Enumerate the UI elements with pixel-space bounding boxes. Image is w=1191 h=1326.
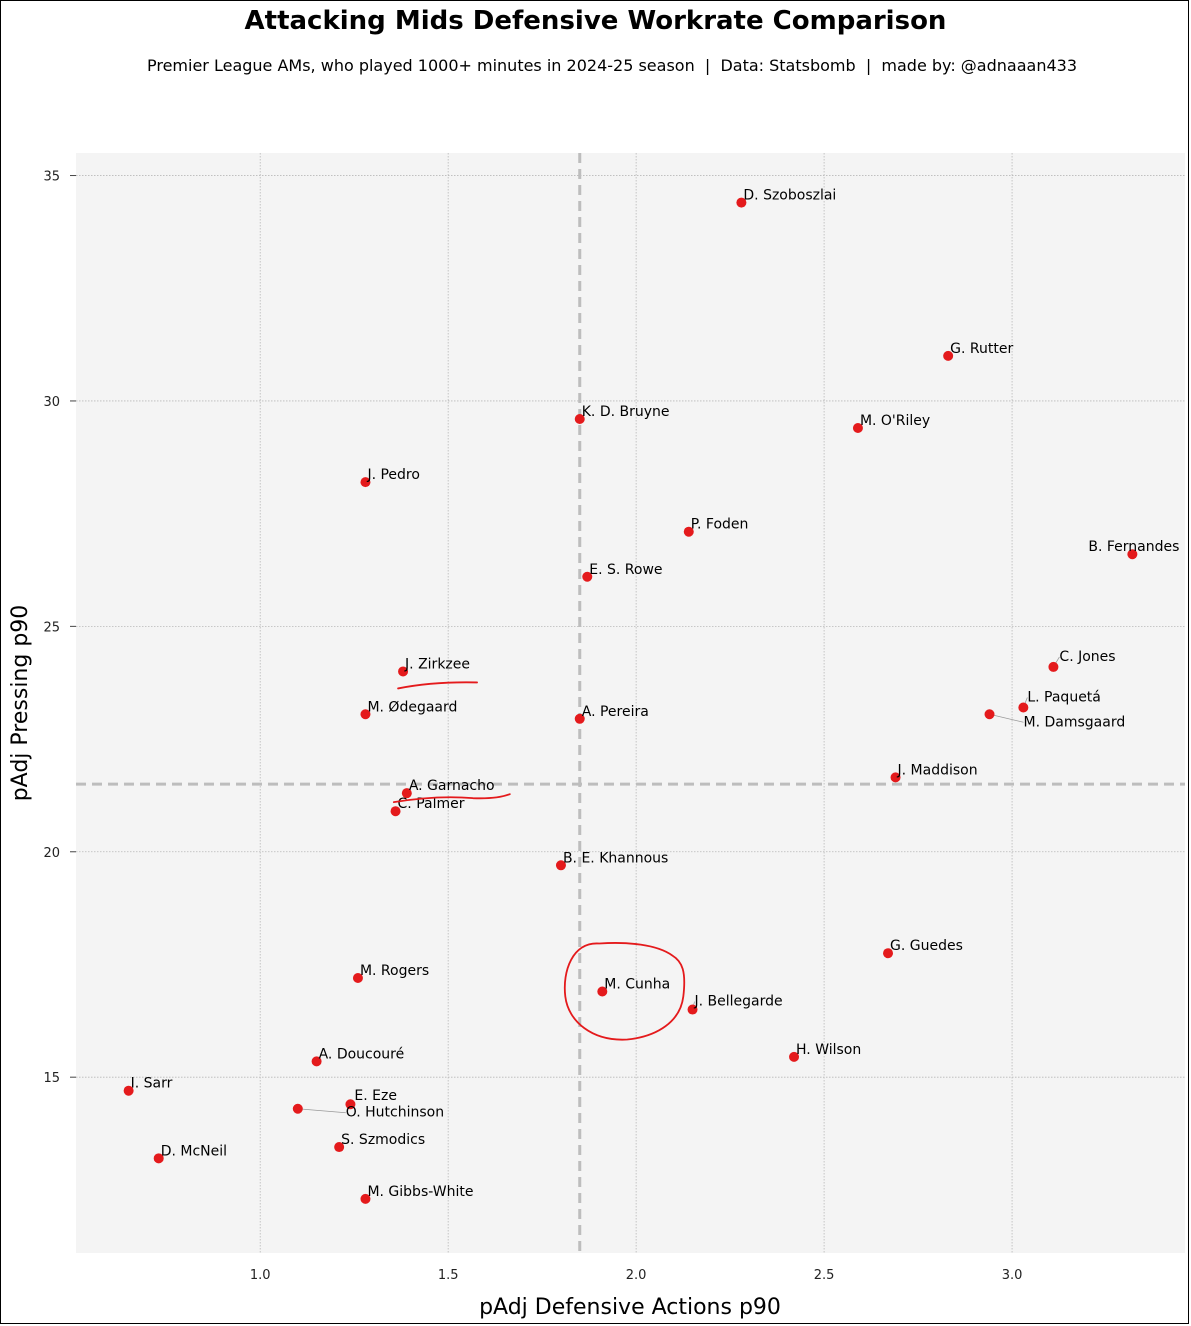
y-axis-label: pAdj Pressing p90 — [8, 605, 33, 802]
y-tick-label: 25 — [43, 620, 60, 635]
point-m-degaard — [360, 709, 371, 720]
point-k-d-bruyne — [574, 413, 585, 424]
point-label-c-jones: C. Jones — [1059, 649, 1115, 665]
grid-lines — [76, 153, 1185, 1253]
point-label-d-mcneil: D. McNeil — [161, 1143, 227, 1159]
point-label-d-szoboszlai: D. Szoboszlai — [743, 188, 836, 204]
point-c-palmer — [390, 806, 401, 817]
x-axis-label: pAdj Defensive Actions p90 — [479, 1295, 781, 1320]
point-label-m-cunha: M. Cunha — [604, 977, 670, 993]
data-points — [123, 197, 1138, 1204]
x-tick-label: 1.0 — [250, 1268, 271, 1283]
point-label-p-foden: P. Foden — [691, 517, 749, 533]
point-i-sarr — [123, 1085, 134, 1096]
point-g-rutter — [943, 350, 954, 361]
point-g-guedes — [883, 948, 894, 959]
reference-lines — [76, 153, 1185, 1253]
point-e-eze — [345, 1099, 356, 1110]
point-c-jones — [1048, 661, 1059, 672]
y-tick-label: 20 — [43, 846, 60, 861]
point-j-bellegarde — [687, 1004, 698, 1015]
point-j-maddison — [890, 772, 901, 783]
chart-title: Attacking Mids Defensive Workrate Compar… — [244, 6, 947, 36]
point-label-k-d-bruyne: K. D. Bruyne — [582, 404, 670, 420]
leader-line-o-hutchinson — [297, 1108, 346, 1114]
point-label-m-gibbs-white: M. Gibbs-White — [367, 1184, 473, 1200]
point-label-g-rutter: G. Rutter — [950, 341, 1013, 357]
point-label-h-wilson: H. Wilson — [796, 1042, 861, 1058]
point-label-m-o-riley: M. O'Riley — [860, 413, 930, 429]
point-a-garnacho — [401, 788, 412, 799]
point-l-paquet — [1018, 702, 1029, 713]
plot-area — [76, 153, 1185, 1253]
point-label-j-bellegarde: J. Bellegarde — [694, 994, 783, 1010]
underline-j-zirkzee — [397, 681, 478, 690]
point-label-j-zirkzee: J. Zirkzee — [404, 656, 470, 672]
point-j-zirkzee — [398, 666, 409, 677]
point-m-rogers — [352, 973, 363, 983]
point-label-a-pereira: A. Pereira — [582, 704, 649, 720]
y-tick-label: 15 — [43, 1071, 60, 1086]
point-m-cunha — [597, 986, 608, 997]
point-label-a-doucour: A. Doucouré — [319, 1046, 405, 1062]
point-h-wilson — [789, 1051, 800, 1062]
point-label-j-pedro: J. Pedro — [366, 467, 420, 483]
point-d-szoboszlai — [736, 197, 747, 208]
point-label-a-garnacho: A. Garnacho — [409, 778, 495, 794]
point-label-l-paquet: L. Paquetá — [1027, 690, 1101, 706]
point-a-pereira — [574, 713, 585, 724]
point-labels: D. Szoboszlai G. Rutter K. D. Bruyne M. O'R… — [131, 188, 1180, 1200]
point-e-s-rowe — [582, 571, 593, 582]
tick-labels: 1.0 1.5 2.0 2.5 3.0 15 20 25 30 35 — [43, 170, 1022, 1283]
x-tick-label: 1.5 — [438, 1268, 459, 1283]
point-label-e-s-rowe: E. S. Rowe — [589, 562, 662, 578]
point-b-fernandes — [1127, 549, 1138, 560]
point-b-e-khannous — [555, 860, 566, 871]
point-o-hutchinson — [292, 1103, 303, 1114]
x-tick-label: 3.0 — [1002, 1268, 1023, 1283]
circle-m-cunha — [563, 942, 686, 1041]
point-m-gibbs-white — [360, 1193, 371, 1204]
y-tick-label: 35 — [43, 170, 60, 185]
point-s-szmodics — [334, 1142, 345, 1153]
point-label-s-szmodics: S. Szmodics — [341, 1132, 425, 1148]
point-label-o-hutchinson: O. Hutchinson — [346, 1105, 444, 1121]
point-label-m-degaard: M. Ødegaard — [367, 699, 457, 715]
y-tick-label: 30 — [43, 395, 60, 410]
point-label-b-e-khannous: B. E. Khannous — [563, 850, 668, 866]
point-label-m-damsgaard: M. Damsgaard — [1024, 714, 1126, 730]
point-label-b-fernandes: B. Fernandes — [1088, 539, 1179, 555]
hand-annotations — [392, 681, 686, 1041]
chart-subtitle: Premier League AMs, who played 1000+ min… — [146, 56, 1077, 75]
point-label-m-rogers: M. Rogers — [360, 963, 429, 979]
point-p-foden — [683, 526, 694, 537]
x-tick-label: 2.0 — [626, 1268, 647, 1283]
point-label-j-maddison: J. Maddison — [897, 762, 978, 778]
underline-a-garnacho — [392, 793, 511, 804]
leader-line-m-damsgaard — [989, 713, 1024, 723]
point-m-damsgaard — [984, 709, 995, 720]
point-j-pedro — [360, 477, 371, 488]
point-label-i-sarr: I. Sarr — [131, 1076, 173, 1092]
x-tick-label: 2.5 — [814, 1268, 835, 1283]
point-d-mcneil — [153, 1153, 164, 1164]
point-label-e-eze: E. Eze — [354, 1088, 397, 1104]
point-m-o-riley — [852, 423, 863, 433]
point-a-doucour — [311, 1056, 322, 1067]
point-label-g-guedes: G. Guedes — [890, 938, 963, 954]
